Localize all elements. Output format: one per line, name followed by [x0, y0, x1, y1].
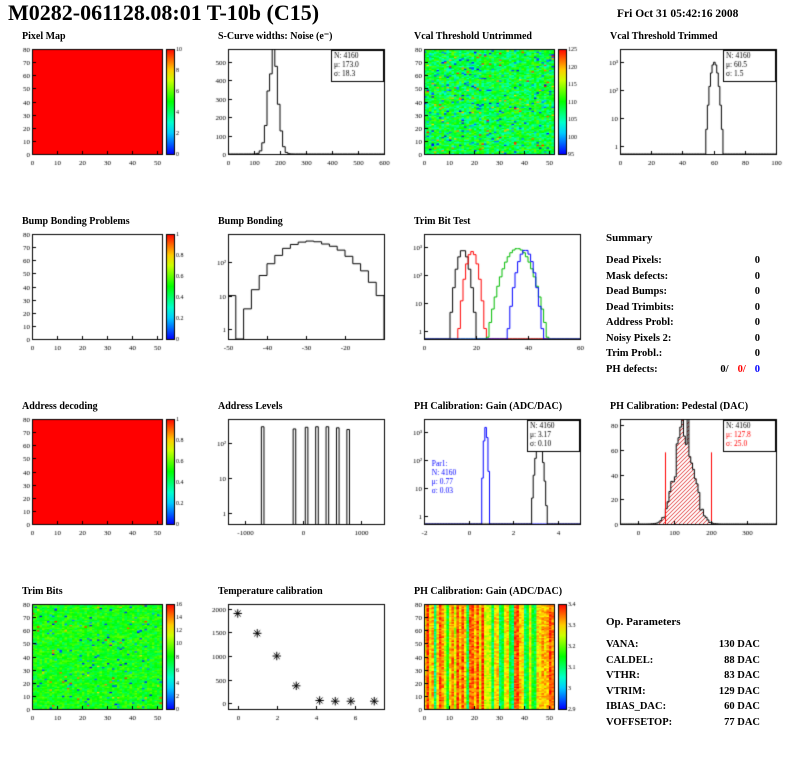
cell-ph-gain-map: PH Calibration: Gain (ADC/DAC): [398, 586, 594, 771]
plot-title-pixel-map: Pixel Map: [22, 31, 66, 42]
op-parameter-label: VTRIM:: [606, 685, 646, 697]
trim-bit-test-plot: [398, 228, 588, 354]
op-parameter-label: VTHR:: [606, 670, 640, 681]
ph-defects-value-red: 0/: [737, 363, 746, 375]
op-parameter-label: IBIAS_DAC:: [606, 701, 667, 712]
summary-row: Noisy Pixels 2: 0: [606, 331, 760, 347]
op-parameter-value: 130 DAC: [718, 639, 760, 650]
trim-bits-map-plot: [6, 598, 196, 724]
cell-vcal-trimmed: Vcal Threshold Trimmed: [594, 31, 790, 216]
summary-panel: Summary Dead Pixels: 0 Mask defects: 0 D…: [594, 216, 790, 401]
cell-temperature-calibration: Temperature calibration: [202, 586, 398, 771]
summary-row-label: PH defects:: [606, 363, 658, 375]
plot-title-scurve-noise: S-Curve widths: Noise (e⁻): [218, 31, 333, 42]
summary-row-value: 0: [754, 270, 760, 282]
summary-row-label: Dead Bumps:: [606, 286, 667, 297]
plot-title-trim-bits-map: Trim Bits: [22, 586, 63, 597]
summary-row-value: 0: [754, 301, 760, 313]
summary-row: Dead Bumps: 0: [606, 284, 760, 300]
pixel-map-plot: [6, 43, 196, 169]
summary-row-ph-defects: PH defects: 0/ 0/ 0: [606, 362, 760, 378]
op-parameter-value: 77 DAC: [724, 716, 760, 728]
cell-bump-problems: Bump Bonding Problems: [6, 216, 202, 401]
summary-row: Mask defects: 0: [606, 269, 760, 285]
cell-trim-bits-map: Trim Bits: [6, 586, 202, 771]
op-parameter-value: 88 DAC: [724, 654, 760, 666]
ph-gain-map-plot: [398, 598, 588, 724]
op-parameter-row: VTHR: 83 DAC: [606, 668, 760, 684]
plot-title-ph-gain-hist: PH Calibration: Gain (ADC/DAC): [414, 401, 563, 412]
summary-row: Dead Pixels: 0: [606, 253, 760, 269]
bump-bonding-plot: [202, 228, 392, 354]
timestamp: Fri Oct 31 05:42:16 2008: [617, 8, 739, 20]
summary-row-label: Address Probl:: [606, 317, 674, 328]
op-parameter-row: VANA: 130 DAC: [606, 637, 760, 653]
ph-defects-value-black: 0/: [720, 363, 729, 375]
summary-row: Dead Trimbits: 0: [606, 300, 760, 316]
vcal-untrimmed-plot: [398, 43, 588, 169]
cell-bump-bonding: Bump Bonding: [202, 216, 398, 401]
summary-row-label: Dead Pixels:: [606, 255, 662, 266]
cell-ph-pedestal: PH Calibration: Pedestal (DAC): [594, 401, 790, 586]
plot-title-ph-pedestal: PH Calibration: Pedestal (DAC): [610, 401, 749, 412]
summary-row-value: 0: [754, 317, 760, 328]
ph-pedestal-plot: [594, 413, 784, 539]
vcal-trimmed-plot: [594, 43, 784, 169]
op-parameters-panel: Op. Parameters VANA: 130 DAC CALDEL: 88 …: [594, 586, 790, 771]
address-levels-plot: [202, 413, 392, 539]
plot-grid: Pixel Map S-Curve widths: Noise (e⁻) Vca…: [6, 31, 792, 771]
cell-address-levels: Address Levels: [202, 401, 398, 586]
cell-vcal-untrimmed: Vcal Threshold Untrimmed: [398, 31, 594, 216]
op-parameter-row: CALDEL: 88 DAC: [606, 653, 760, 669]
plot-title-vcal-untrimmed: Vcal Threshold Untrimmed: [414, 31, 532, 42]
cell-ph-gain-hist: PH Calibration: Gain (ADC/DAC): [398, 401, 594, 586]
op-parameter-row: VTRIM: 129 DAC: [606, 684, 760, 700]
plot-title-vcal-trimmed: Vcal Threshold Trimmed: [610, 31, 718, 42]
ph-gain-hist-plot: [398, 413, 588, 539]
summary-row: Address Probl: 0: [606, 315, 760, 331]
report-header: M0282-061128.08:01 T-10b (C15) Fri Oct 3…: [0, 0, 796, 30]
page-title: M0282-061128.08:01 T-10b (C15): [8, 0, 320, 25]
plot-title-trim-bit-test: Trim Bit Test: [414, 216, 471, 227]
plot-title-address-levels: Address Levels: [218, 401, 283, 412]
op-parameter-value: 83 DAC: [724, 670, 760, 681]
summary-title: Summary: [606, 232, 653, 244]
cell-scurve-noise: S-Curve widths: Noise (e⁻): [202, 31, 398, 216]
plot-title-address-decoding: Address decoding: [22, 401, 98, 412]
op-parameter-value: 129 DAC: [718, 685, 760, 697]
plot-title-bump-bonding: Bump Bonding: [218, 216, 283, 227]
op-parameters-title: Op. Parameters: [606, 616, 681, 628]
summary-row-value: 0: [754, 286, 760, 297]
op-parameter-row: IBIAS_DAC: 60 DAC: [606, 699, 760, 715]
plot-title-temperature-calibration: Temperature calibration: [218, 586, 323, 597]
summary-row-label: Noisy Pixels 2:: [606, 332, 672, 344]
cell-pixel-map: Pixel Map: [6, 31, 202, 216]
summary-row-label: Mask defects:: [606, 270, 669, 282]
plot-title-bump-problems: Bump Bonding Problems: [22, 216, 130, 227]
scurve-noise-plot: [202, 43, 392, 169]
summary-row-value: 0: [754, 348, 760, 359]
summary-row-label: Trim Probl.:: [606, 348, 663, 359]
op-parameter-label: VOFFSETOP:: [606, 716, 673, 728]
cell-address-decoding: Address decoding: [6, 401, 202, 586]
summary-row-label: Dead Trimbits:: [606, 301, 675, 313]
address-decoding-plot: [6, 413, 196, 539]
summary-row-value: 0: [754, 255, 760, 266]
cell-trim-bit-test: Trim Bit Test: [398, 216, 594, 401]
op-parameter-label: CALDEL:: [606, 654, 654, 666]
bump-problems-plot: [6, 228, 196, 354]
summary-row: Trim Probl.: 0: [606, 346, 760, 362]
op-parameter-value: 60 DAC: [724, 701, 760, 712]
temperature-calibration-plot: [202, 598, 392, 724]
plot-title-ph-gain-map: PH Calibration: Gain (ADC/DAC): [414, 586, 563, 597]
op-parameter-label: VANA:: [606, 639, 639, 650]
ph-defects-values: 0/ 0/ 0: [720, 362, 760, 378]
op-parameter-row: VOFFSETOP: 77 DAC: [606, 715, 760, 731]
ph-defects-value-blue: 0: [754, 363, 760, 375]
summary-row-value: 0: [754, 332, 760, 344]
